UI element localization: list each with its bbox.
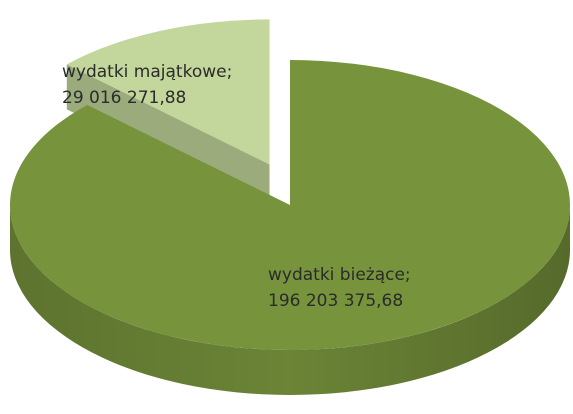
data-label: 29 016 271,88 bbox=[62, 88, 186, 108]
data-label: wydatki bieżące; bbox=[268, 265, 411, 285]
slice bbox=[9, 60, 570, 351]
data-label: 196 203 375,68 bbox=[268, 291, 403, 311]
slice bbox=[66, 19, 270, 165]
slice-side bbox=[10, 205, 570, 395]
data-label: wydatki majątkowe; bbox=[62, 62, 232, 82]
